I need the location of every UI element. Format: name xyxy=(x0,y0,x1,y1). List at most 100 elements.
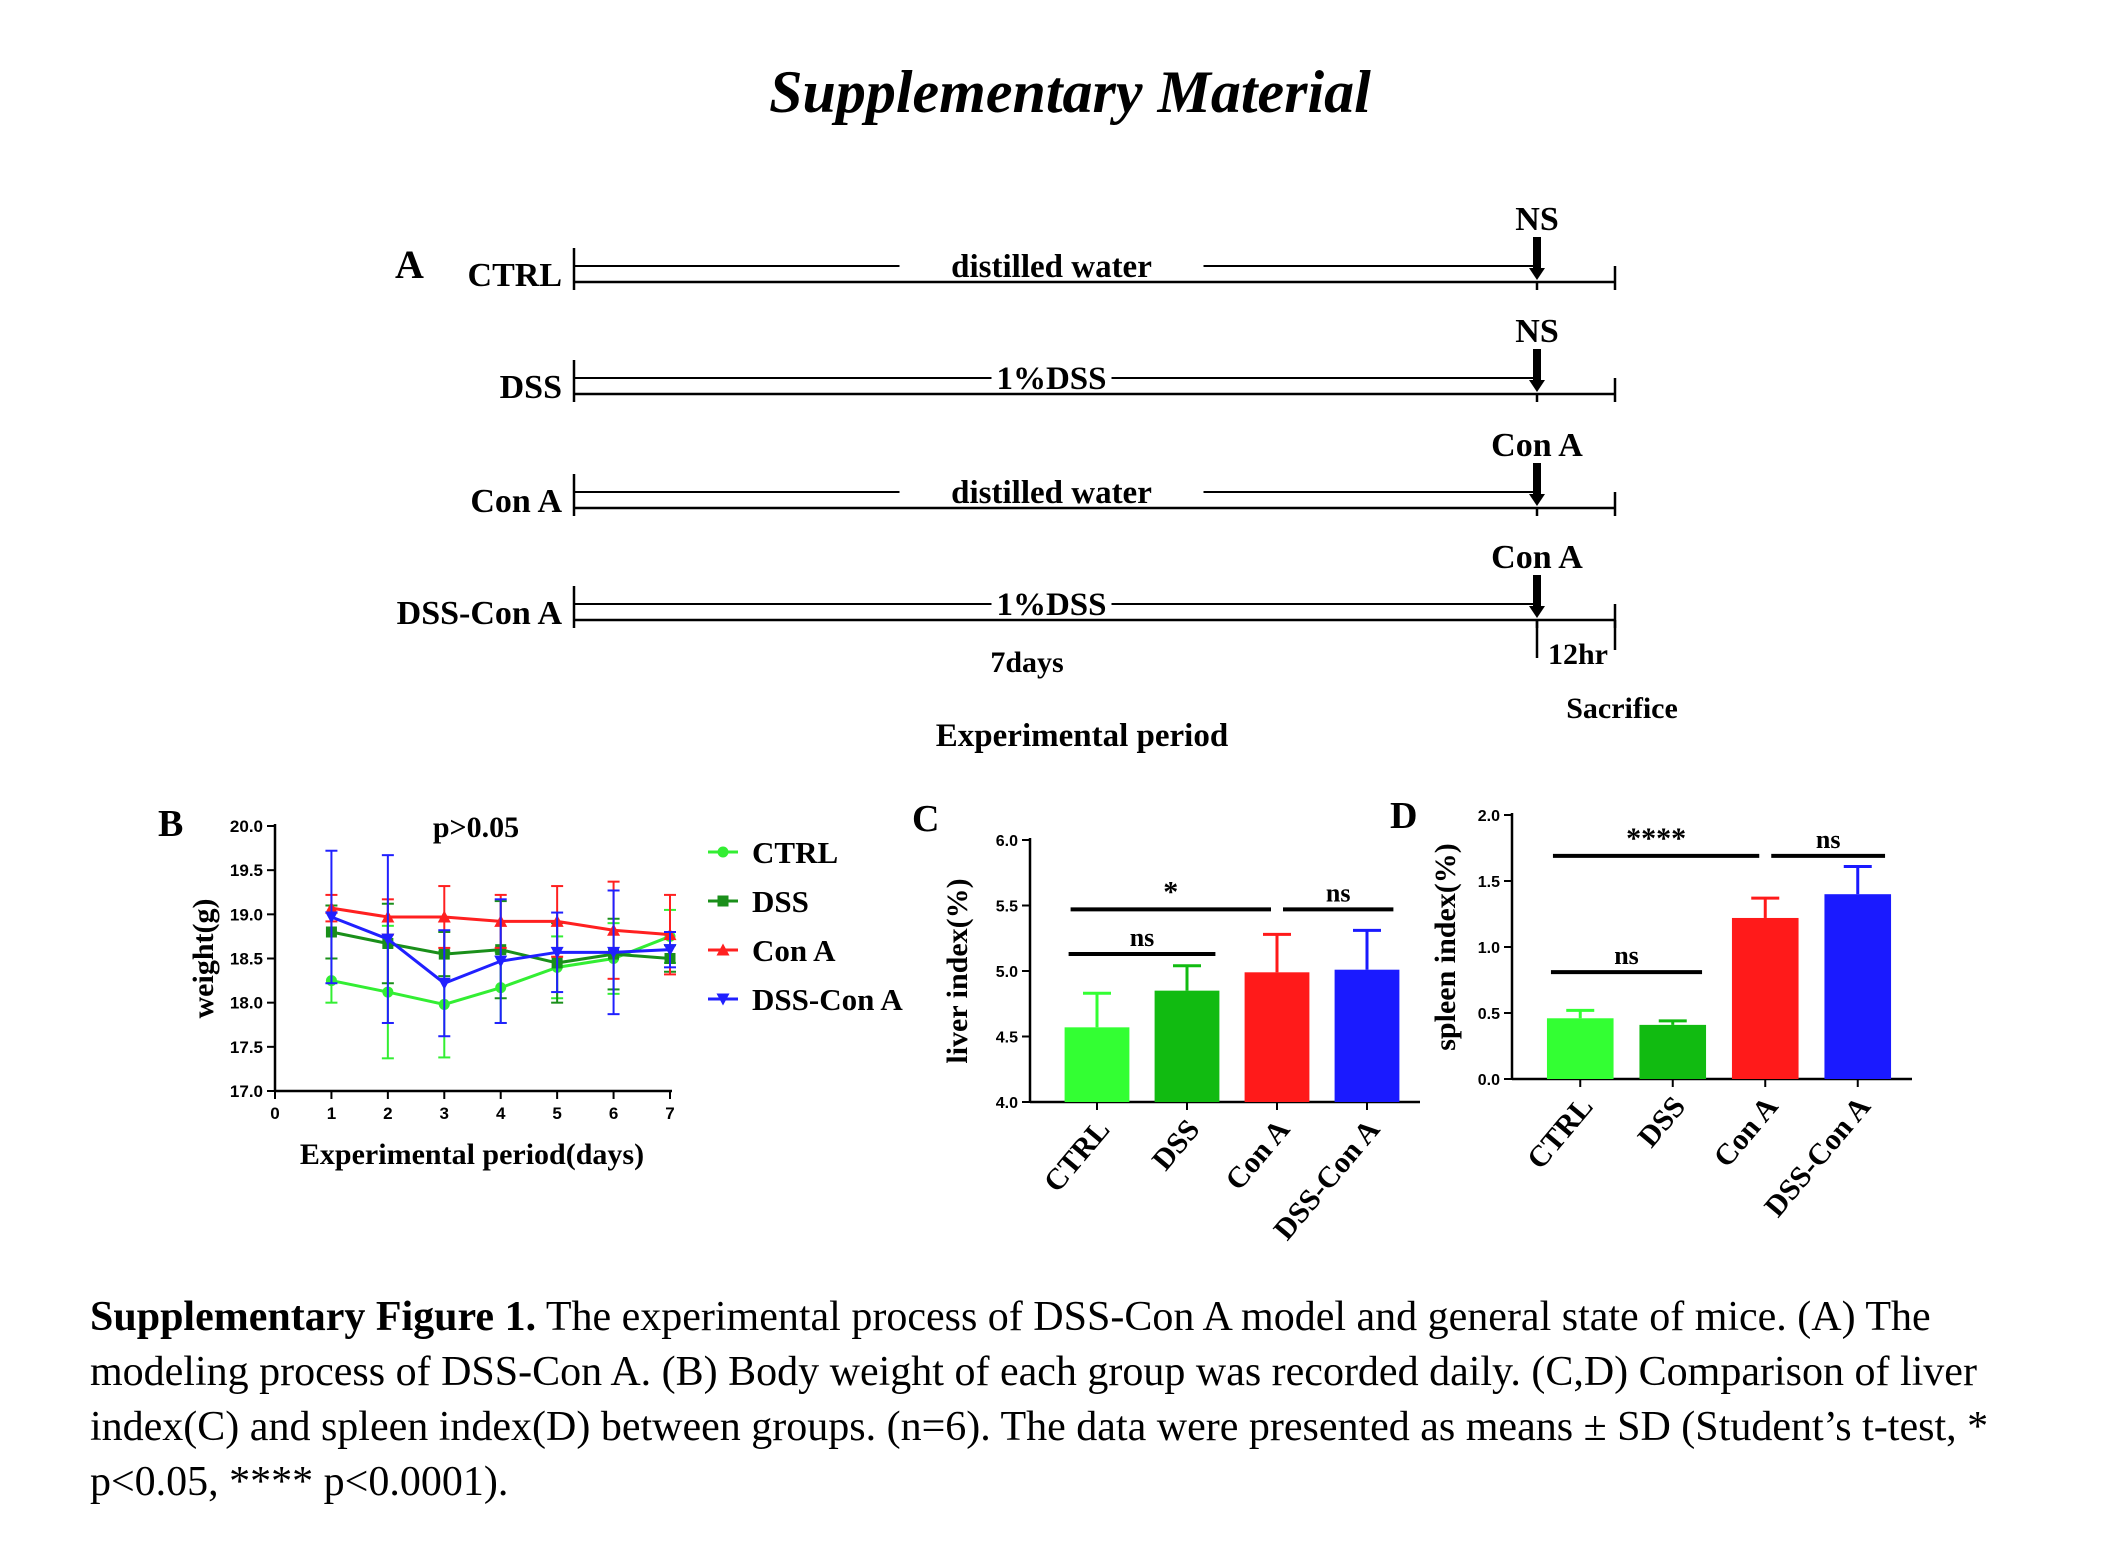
significance-label: ns xyxy=(1614,941,1639,970)
x-tick-label: 3 xyxy=(440,1104,449,1123)
panel-d-spleen-chart: D 0.0 0.5 1.0 1.5 2.0 spleen index(%) CTRL DSS C… xyxy=(1390,795,1912,1223)
data-point xyxy=(717,846,729,858)
panel-b-weight-chart: B 17.0 17.5 18.0 18.5 19.0 19.5 20.0 0 1 2 3 4 5 6 7 we… xyxy=(158,803,903,1171)
injection-arrow-head xyxy=(1529,380,1545,392)
injection-arrow-head xyxy=(1529,268,1545,280)
group-label-3: DSS-Con A xyxy=(397,595,563,632)
y-tick-label: 17.0 xyxy=(230,1082,263,1101)
y-tick-label: 5.0 xyxy=(996,964,1018,981)
data-point xyxy=(437,977,451,990)
treatment-label-1: 1%DSS xyxy=(996,361,1106,397)
data-point xyxy=(550,946,564,959)
x-tick-label: Con A xyxy=(1219,1113,1296,1196)
hr-label: 12hr xyxy=(1548,638,1608,671)
data-point xyxy=(663,944,677,957)
days-label: 7days xyxy=(990,646,1063,679)
panel-c-liver-chart: C 4.0 4.5 5.0 5.5 6.0 liver index(%) CTRL DSS Co… xyxy=(912,798,1420,1246)
series-3 xyxy=(324,849,677,1038)
x-tick-label: 4 xyxy=(496,1104,506,1123)
y-tick-label: 20.0 xyxy=(230,817,263,836)
y-axis-label: liver index(%) xyxy=(941,878,974,1063)
bar-2 xyxy=(1731,917,1799,1079)
panel-b-letter: B xyxy=(158,803,183,845)
injection-arrow-head xyxy=(1529,494,1545,506)
y-tick-label: 18.5 xyxy=(230,950,263,969)
page-title: Supplementary Material xyxy=(769,59,1371,125)
sacrifice-label: Sacrifice xyxy=(1566,692,1678,725)
significance-label: ns xyxy=(1326,878,1351,907)
legend-label: Con A xyxy=(752,933,836,968)
bar-2 xyxy=(1244,972,1310,1102)
x-tick-label: 1 xyxy=(327,1104,336,1123)
x-tick-label: DSS xyxy=(1631,1090,1692,1153)
data-point xyxy=(717,895,729,907)
injection-label-3: Con A xyxy=(1491,539,1583,576)
panel-c-letter: C xyxy=(912,798,939,840)
y-tick-label: 4.0 xyxy=(996,1095,1018,1112)
y-axis-label: spleen index(%) xyxy=(1429,843,1462,1051)
panel-a-timeline: A CTRL distilled water NS DSS 1%DSS NS Con A di… xyxy=(395,201,1678,754)
injection-arrow-shaft xyxy=(1533,575,1541,607)
treatment-label-2: distilled water xyxy=(951,475,1152,511)
caption-bold: Supplementary Figure 1. xyxy=(90,1294,537,1340)
legend-label: DSS xyxy=(752,884,809,919)
injection-arrow-shaft xyxy=(1533,349,1541,381)
x-tick-label: 5 xyxy=(552,1104,561,1123)
data-point xyxy=(324,911,338,924)
x-tick-label: 0 xyxy=(270,1104,279,1123)
panel-d-letter: D xyxy=(1390,795,1417,837)
injection-label-2: Con A xyxy=(1491,427,1583,464)
y-tick-label: 4.5 xyxy=(996,1030,1018,1047)
data-point xyxy=(716,993,730,1006)
x-tick-label: 6 xyxy=(609,1104,618,1123)
y-tick-label: 0.5 xyxy=(1478,1006,1500,1023)
y-tick-label: 19.0 xyxy=(230,905,263,924)
y-tick-label: 5.5 xyxy=(996,899,1018,916)
panel-a-letter: A xyxy=(395,242,424,287)
y-tick-label: 1.0 xyxy=(1478,940,1500,957)
x-tick-label: CTRL xyxy=(1038,1113,1117,1198)
x-tick-label: 7 xyxy=(665,1104,674,1123)
y-tick-label: 2.0 xyxy=(1478,808,1500,825)
injection-arrow-head xyxy=(1529,606,1545,618)
significance-label: ns xyxy=(1130,923,1155,952)
data-point xyxy=(494,955,508,968)
group-label-0: CTRL xyxy=(468,257,562,294)
legend-label: DSS-Con A xyxy=(752,982,903,1017)
injection-arrow-shaft xyxy=(1533,463,1541,495)
group-label-1: DSS xyxy=(500,369,562,406)
y-tick-label: 1.5 xyxy=(1478,874,1500,891)
x-tick-label: DSS xyxy=(1146,1113,1207,1176)
bar-1 xyxy=(1639,1024,1707,1079)
x-tick-label: 2 xyxy=(383,1104,392,1123)
caption-text: The experimental process of DSS-Con A mo… xyxy=(90,1294,1989,1505)
significance-label: **** xyxy=(1626,822,1686,855)
y-tick-label: 18.0 xyxy=(230,994,263,1013)
injection-arrow-shaft xyxy=(1533,237,1541,269)
data-point xyxy=(607,946,621,959)
y-tick-label: 0.0 xyxy=(1478,1072,1500,1089)
significance-label: * xyxy=(1163,875,1178,908)
p-value-annotation: p>0.05 xyxy=(433,811,519,844)
x-tick-label: CTRL xyxy=(1521,1090,1600,1175)
bar-1 xyxy=(1154,990,1220,1102)
x-axis-label: Experimental period(days) xyxy=(300,1138,644,1171)
data-point xyxy=(437,910,451,923)
data-point xyxy=(716,943,730,956)
y-axis-label: weight(g) xyxy=(187,899,220,1019)
injection-label-0: NS xyxy=(1515,201,1558,238)
y-tick-label: 17.5 xyxy=(230,1038,263,1057)
injection-label-1: NS xyxy=(1515,313,1558,350)
legend-label: CTRL xyxy=(752,835,838,870)
treatment-label-0: distilled water xyxy=(951,249,1152,285)
y-tick-label: 19.5 xyxy=(230,861,263,880)
bar-0 xyxy=(1064,1027,1130,1102)
y-tick-label: 6.0 xyxy=(996,833,1018,850)
figure-caption: Supplementary Figure 1. The experimental… xyxy=(90,1290,2050,1510)
group-label-2: Con A xyxy=(470,483,562,520)
data-point xyxy=(381,933,395,946)
bar-3 xyxy=(1824,894,1892,1079)
bar-3 xyxy=(1334,969,1400,1102)
bar-0 xyxy=(1546,1018,1614,1079)
